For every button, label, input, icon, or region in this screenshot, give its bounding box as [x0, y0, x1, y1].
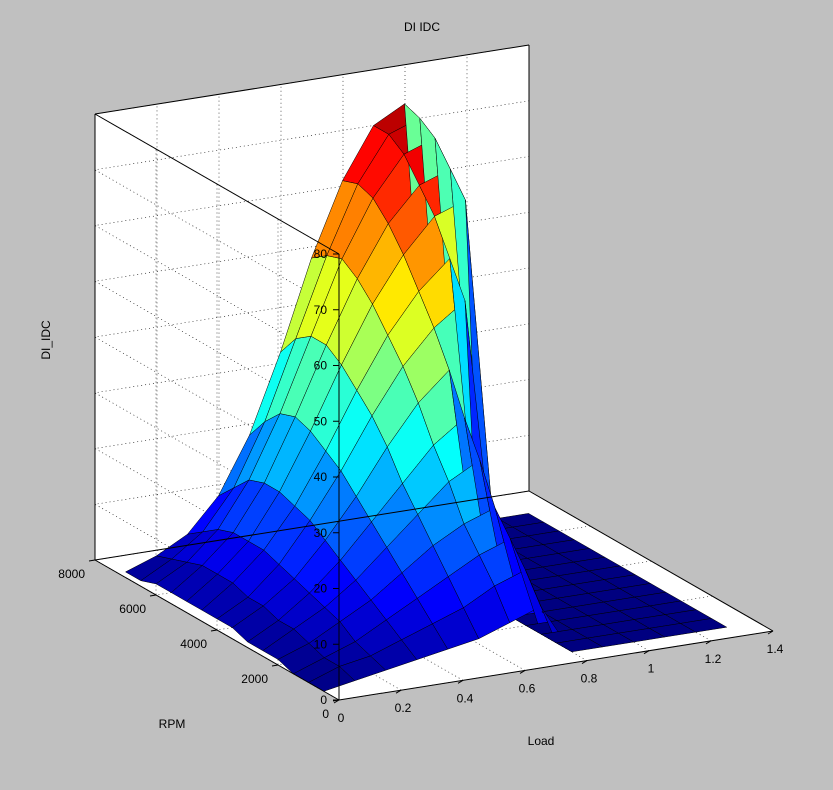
z-tick-label: 70 — [314, 303, 328, 317]
surface-mesh — [125, 103, 728, 692]
x-tick-mark — [519, 669, 526, 674]
grid-line-y — [155, 149, 591, 596]
x-tick-mark — [767, 630, 774, 635]
y-tick-label: 8000 — [58, 567, 85, 581]
y-tick-mark — [271, 664, 279, 667]
z-tick-label: 80 — [314, 247, 328, 261]
axis-lines — [94, 44, 774, 701]
x-tick-mark — [643, 650, 650, 655]
z-tick-label: 60 — [314, 359, 328, 373]
tick-labels: 0 0.2 0.4 0.6 0.8 1 1.2 1.4 0 2000 4000 6000 8000 0 10… — [58, 247, 783, 725]
x-tick-label: 0.2 — [395, 701, 412, 715]
z-tick-label: 20 — [314, 582, 328, 596]
z-tick-label: 0 — [320, 693, 327, 707]
y-tick-label: 2000 — [241, 672, 268, 686]
x-tick-mark — [581, 660, 588, 665]
floor-edge-back — [94, 490, 530, 561]
grid-line-y — [216, 184, 652, 631]
x-axis-label: Load — [528, 734, 555, 748]
x-tick-label: 1.4 — [767, 642, 784, 656]
top-edge-back — [94, 44, 530, 115]
y-tick-label: 0 — [322, 707, 329, 721]
x-tick-mark — [705, 640, 712, 645]
x-tick-label: 0 — [338, 711, 345, 725]
top-edge-left — [94, 113, 340, 255]
y-tick-label: 4000 — [180, 637, 207, 651]
x-tick-mark — [457, 679, 464, 684]
z-tick-label: 50 — [314, 414, 328, 428]
z-tick-label: 40 — [314, 470, 328, 484]
y-axis-label: RPM — [159, 717, 186, 731]
z-axis-label: DI_IDC — [39, 320, 53, 360]
chart-title: DI IDC — [404, 20, 440, 34]
x-tick-label: 0.8 — [581, 672, 598, 686]
y-tick-mark — [149, 594, 157, 597]
y-tick-mark — [88, 559, 96, 562]
x-tick-label: 1 — [648, 662, 655, 676]
x-tick-label: 0.4 — [457, 691, 474, 705]
y-tick-mark — [210, 629, 218, 632]
z-tick-label: 30 — [314, 526, 328, 540]
z-tick-label: 10 — [314, 637, 328, 651]
x-tick-label: 1.2 — [705, 652, 722, 666]
x-axis-line — [338, 630, 774, 701]
floor-edge-right — [528, 490, 774, 632]
y-tick-label: 6000 — [119, 602, 146, 616]
surface-patch — [680, 618, 728, 633]
x-tick-mark — [395, 689, 402, 694]
x-tick-label: 0.6 — [519, 681, 536, 695]
